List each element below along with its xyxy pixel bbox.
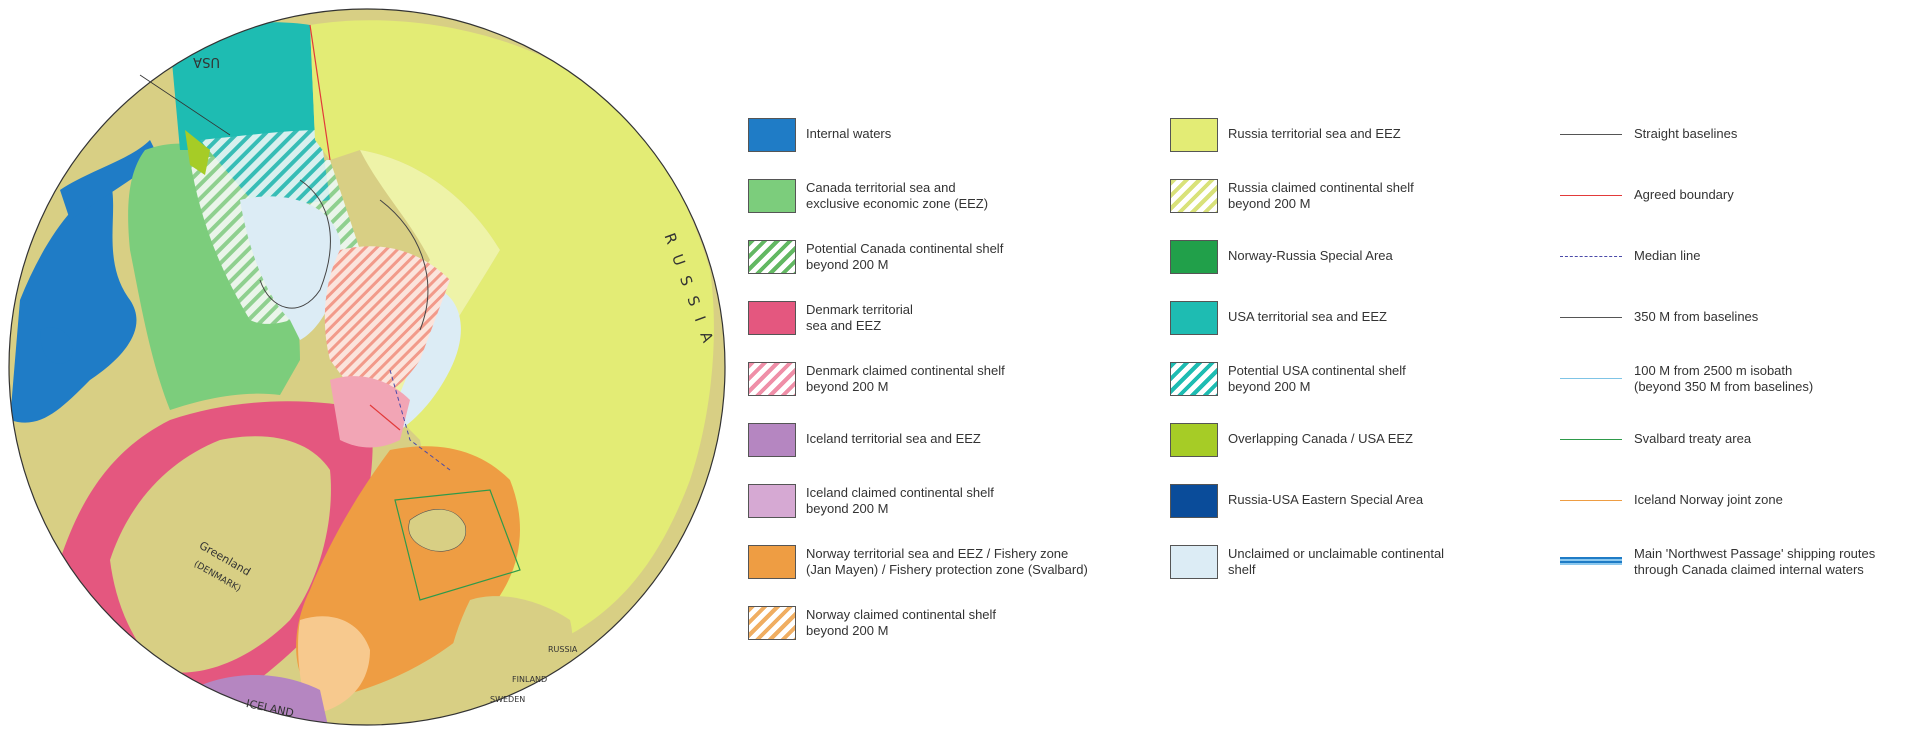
legend-item: Potential Canada continental shelf beyon… — [748, 240, 1168, 288]
legend-label: Denmark territorial sea and EEZ — [806, 302, 913, 333]
legend-swatch — [1170, 484, 1218, 518]
legend-swatch — [1170, 118, 1218, 152]
arctic-map: USA RUSSIA Greenland (DENMARK) ICELAND R… — [8, 8, 726, 726]
legend-item: Main 'Northwest Passage' shipping routes… — [1560, 545, 1906, 593]
legend-item: Straight baselines — [1560, 118, 1906, 166]
canada-water-channels — [40, 140, 160, 364]
legend-item: Canada territorial sea and exclusive eco… — [748, 179, 1168, 227]
legend-label: Internal waters — [806, 126, 892, 141]
legend-item: Internal waters — [748, 118, 1168, 166]
legend-label: Denmark claimed continental shelf beyond… — [806, 363, 1005, 394]
legend-label: Overlapping Canada / USA EEZ — [1228, 431, 1413, 446]
legend-item: Unclaimed or unclaimable continental she… — [1170, 545, 1590, 593]
legend-label: Norway-Russia Special Area — [1228, 248, 1393, 263]
legend-swatch — [748, 179, 796, 213]
legend-swatch — [748, 484, 796, 518]
legend-item: 100 M from 2500 m isobath (beyond 350 M … — [1560, 362, 1906, 410]
legend-item: Norway territorial sea and EEZ / Fishery… — [748, 545, 1168, 593]
legend-swatch — [748, 301, 796, 335]
sweden-label: SWEDEN — [490, 695, 525, 704]
usa-label: USA — [193, 54, 220, 69]
legend-item: Norway-Russia Special Area — [1170, 240, 1590, 288]
legend-label: Norway claimed continental shelf beyond … — [806, 607, 997, 638]
legend-item: 350 M from baselines — [1560, 301, 1906, 349]
legend-line-symbol — [1560, 500, 1622, 501]
legend-label: Iceland territorial sea and EEZ — [806, 431, 981, 446]
legend-route-symbol — [1560, 557, 1622, 565]
legend-swatch — [1170, 423, 1218, 457]
legend-line-symbol — [1560, 317, 1622, 318]
canada-archipelago-water — [10, 180, 137, 423]
legend-item: Potential USA continental shelf beyond 2… — [1170, 362, 1590, 410]
denmark-shelf-region — [324, 246, 450, 400]
baseline-350m — [259, 179, 429, 331]
legend-item: Russia territorial sea and EEZ — [1170, 118, 1590, 166]
legend-item: Norway claimed continental shelf beyond … — [748, 606, 1168, 654]
russia-small-label: RUSSIA — [548, 645, 578, 654]
median-line — [389, 369, 451, 471]
legend-line-symbol — [1560, 439, 1622, 440]
legend-hatch-swatch — [1170, 362, 1218, 396]
legend-label: 100 M from 2500 m isobath (beyond 350 M … — [1634, 363, 1814, 394]
legend-label: Iceland Norway joint zone — [1634, 492, 1783, 507]
legend-item: Iceland territorial sea and EEZ — [748, 423, 1168, 471]
legend-item: Denmark claimed continental shelf beyond… — [748, 362, 1168, 410]
legend-item: USA territorial sea and EEZ — [1170, 301, 1590, 349]
map-border — [8, 8, 726, 726]
legend-swatch — [748, 118, 796, 152]
legend: Internal waters Canada territorial sea an… — [740, 0, 1906, 735]
finland-label: FINLAND — [512, 675, 547, 684]
legend-label: Russia-USA Eastern Special Area — [1228, 492, 1424, 507]
greenland-land — [110, 436, 331, 673]
legend-label: Unclaimed or unclaimable continental she… — [1228, 546, 1445, 577]
legend-label: 350 M from baselines — [1634, 309, 1759, 324]
legend-label: Agreed boundary — [1634, 187, 1734, 202]
legend-item: Denmark territorial sea and EEZ — [748, 301, 1168, 349]
legend-line-symbol — [1560, 378, 1622, 379]
legend-item: Agreed boundary — [1560, 179, 1906, 227]
svalbard-islands — [408, 509, 467, 552]
legend-hatch-swatch — [1170, 179, 1218, 213]
legend-label: Median line — [1634, 248, 1701, 263]
legend-label: Svalbard treaty area — [1634, 431, 1752, 446]
legend-label: Russia claimed continental shelf beyond … — [1228, 180, 1414, 211]
legend-label: Potential Canada continental shelf beyon… — [806, 241, 1004, 272]
svalbard-treaty-area — [394, 489, 521, 601]
unclaimed-region — [240, 196, 461, 430]
legend-item: Russia claimed continental shelf beyond … — [1170, 179, 1590, 227]
usa-shelf-region — [200, 130, 330, 210]
legend-item: Iceland Norway joint zone — [1560, 484, 1906, 532]
longitude-line — [139, 74, 231, 136]
legend-hatch-swatch — [748, 606, 796, 640]
legend-item: Overlapping Canada / USA EEZ — [1170, 423, 1590, 471]
legend-hatch-swatch — [748, 362, 796, 396]
russia-eez-region — [310, 20, 714, 640]
legend-line-symbol — [1560, 134, 1622, 135]
legend-swatch — [1170, 545, 1218, 579]
legend-label: Potential USA continental shelf beyond 2… — [1228, 363, 1406, 394]
legend-item: Russia-USA Eastern Special Area — [1170, 484, 1590, 532]
legend-swatch — [1170, 301, 1218, 335]
legend-hatch-swatch — [748, 240, 796, 274]
legend-label: Canada territorial sea and exclusive eco… — [806, 180, 989, 211]
legend-label: Russia territorial sea and EEZ — [1228, 126, 1401, 141]
legend-label: Iceland claimed continental shelf beyond… — [806, 485, 994, 516]
legend-item: Median line — [1560, 240, 1906, 288]
agreed-boundary-line — [309, 24, 401, 431]
denmark-shelf-pink — [330, 376, 410, 448]
legend-item: Svalbard treaty area — [1560, 423, 1906, 471]
legend-label: USA territorial sea and EEZ — [1228, 309, 1387, 324]
legend-item: Iceland claimed continental shelf beyond… — [748, 484, 1168, 532]
overlap-region — [185, 130, 210, 175]
usa-eez-region — [170, 22, 315, 151]
legend-swatch — [748, 423, 796, 457]
legend-label: Main 'Northwest Passage' shipping routes… — [1634, 546, 1876, 577]
legend-line-symbol — [1560, 256, 1622, 257]
legend-label: Norway territorial sea and EEZ / Fishery… — [806, 546, 1088, 577]
legend-swatch — [748, 545, 796, 579]
legend-swatch — [1170, 240, 1218, 274]
legend-line-symbol — [1560, 195, 1622, 196]
legend-label: Straight baselines — [1634, 126, 1738, 141]
